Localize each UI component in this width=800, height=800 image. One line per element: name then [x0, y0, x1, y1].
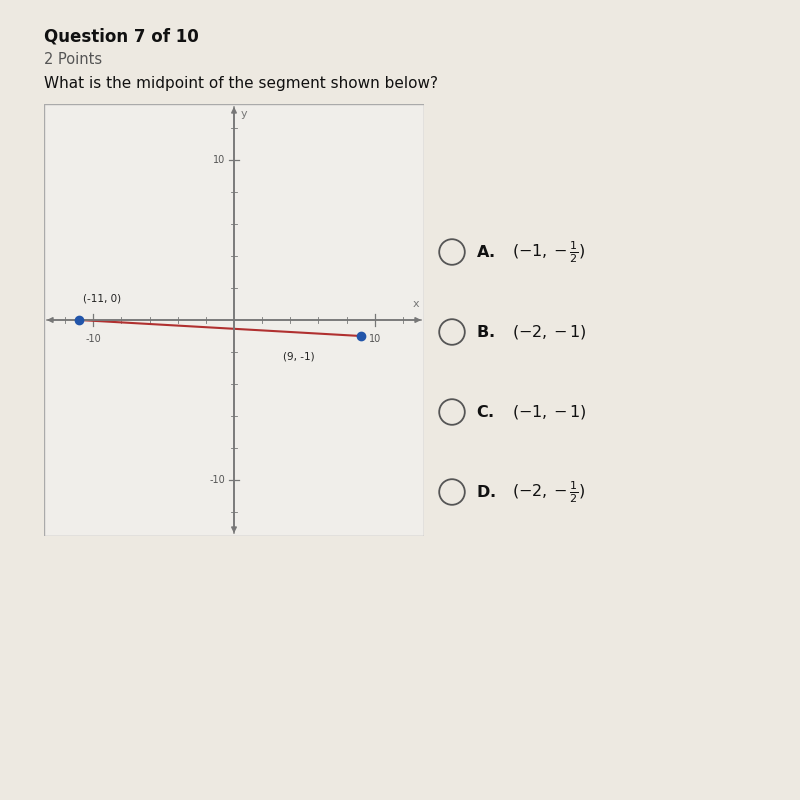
Text: $\bf{D.}$: $\bf{D.}$ [476, 484, 496, 500]
Text: (9, -1): (9, -1) [283, 352, 315, 362]
Text: What is the midpoint of the segment shown below?: What is the midpoint of the segment show… [44, 76, 438, 91]
Text: $(-2, -1)$: $(-2, -1)$ [512, 323, 586, 341]
Text: $(-2, -\frac{1}{2})$: $(-2, -\frac{1}{2})$ [512, 479, 586, 505]
Text: x: x [413, 298, 420, 309]
Text: 2 Points: 2 Points [44, 52, 102, 67]
Text: -10: -10 [86, 334, 101, 344]
Text: 10: 10 [369, 334, 381, 344]
Text: y: y [241, 109, 248, 118]
Text: -10: -10 [210, 475, 226, 485]
Text: $\bf{C.}$: $\bf{C.}$ [476, 404, 494, 420]
Text: $\bf{B.}$: $\bf{B.}$ [476, 324, 494, 340]
Text: (-11, 0): (-11, 0) [83, 294, 122, 304]
Text: $(-1, -\frac{1}{2})$: $(-1, -\frac{1}{2})$ [512, 239, 586, 265]
Text: $\bf{A.}$: $\bf{A.}$ [476, 244, 495, 260]
Text: 10: 10 [214, 155, 226, 165]
Text: $(-1, -1)$: $(-1, -1)$ [512, 403, 586, 421]
Text: Question 7 of 10: Question 7 of 10 [44, 28, 198, 46]
